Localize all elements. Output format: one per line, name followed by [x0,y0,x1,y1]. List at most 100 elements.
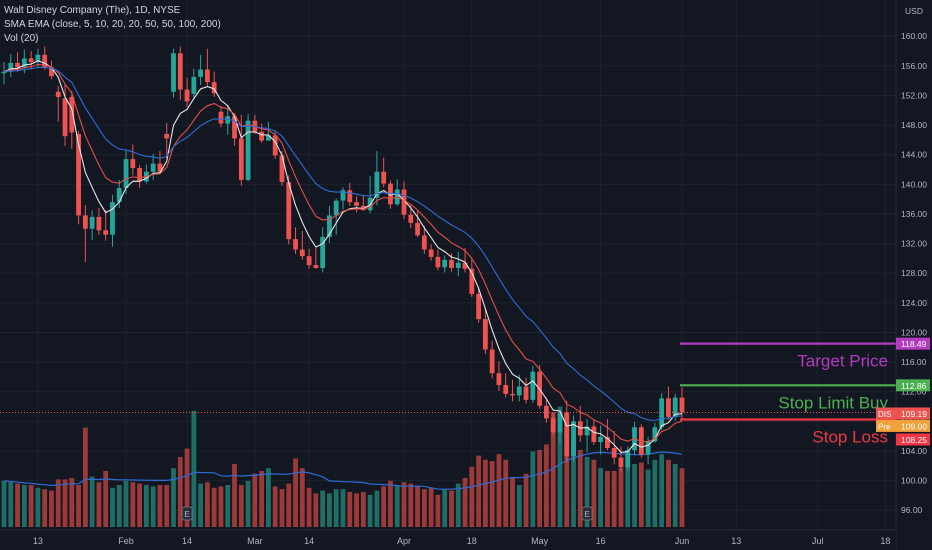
candle-body [591,426,597,443]
candle-body [421,235,427,250]
volume-label[interactable]: Vol (20) [4,33,39,44]
annotation-target: Target Price [797,352,888,371]
volume-bar [8,482,14,527]
volume-bar [103,471,109,527]
candle-body [415,222,420,236]
candle-body [21,58,27,68]
price-tick-label: 124.00 [901,298,927,308]
volume-bar [225,485,231,527]
volume-bar [428,487,434,527]
price-tag-label: 108.25 [901,435,927,445]
volume-bar [388,480,393,527]
candle-body [523,386,529,400]
candle-body [191,76,197,94]
volume-bar [632,464,637,527]
candle-body [550,418,556,433]
candle-body [205,69,210,83]
candle-body [184,89,190,102]
volume-bar [476,455,481,527]
volume-bar [89,476,95,527]
candle-body [449,259,454,269]
volume-bar [618,468,624,527]
candle-body [313,265,319,269]
chart-legend: Walt Disney Company (The), 1D, NYSE SMA … [4,4,221,46]
time-tick-label: 13 [33,536,43,546]
volume-bar [401,482,407,527]
earnings-marker-label: E [584,510,589,519]
candle-body [503,385,509,394]
volume-bar [198,483,204,527]
earnings-marker-label: E [184,510,189,519]
time-axis[interactable]: 13 Feb 14 Mar 14 Apr 18 May 16 Jun 13 Jul 18 [0,529,896,550]
time-tick-label: 18 [467,536,477,546]
time-tick-label: 13 [731,536,741,546]
volume-bar [110,487,115,527]
volume-bar [205,482,210,527]
candle-body [164,133,170,139]
price-tick-label: 96.00 [901,505,923,515]
candle-body [259,131,265,141]
candle-body [408,214,414,223]
volume-bar [21,485,27,527]
price-tag-bg [896,433,930,446]
time-tick-label: 14 [304,536,314,546]
volume-bar [143,485,149,527]
candle-body [110,202,115,235]
currency-label: USD [905,6,923,16]
candle-body [354,202,359,206]
candle-body [516,386,522,396]
candle-body [320,236,326,269]
candle-body [293,239,298,250]
volume-bar [510,478,515,527]
volume-bar [55,479,61,527]
earnings-badge [181,506,193,521]
candle-body [76,133,81,216]
volume-bar [266,468,271,527]
candle-body [49,67,54,77]
annotation-stop_limit: Stop Limit Buy [778,393,888,412]
candle-body [266,135,271,141]
chart-grid [0,0,896,530]
candle-body [605,436,610,448]
candle-body [489,349,495,374]
volume-bar [293,458,298,527]
candle-body [638,427,644,455]
indicator-label[interactable]: SMA EMA (close, 5, 10, 20, 20, 50, 50, 1… [4,19,221,30]
candle-body [82,215,88,229]
candle-body [381,171,387,184]
volume-bar [347,492,353,527]
volume-bar [137,483,142,527]
price-tag-label: 118.49 [901,339,927,349]
volume-bar [557,406,563,527]
price-tick-label: 104.00 [901,446,927,456]
symbol-title[interactable]: Walt Disney Company (The), 1D, NYSE [4,5,181,16]
volume-bar [306,487,312,527]
price-axis[interactable]: USD 160.00 156.00 152.00 148.00 144.00 140.00 1… [876,0,932,550]
candle-body [130,159,136,169]
volume-bar [354,493,359,527]
volume-bar [672,464,678,527]
price-levels [0,342,896,421]
price-tag-symbol-bg [876,407,896,420]
candle-body [428,249,434,257]
volume-bar [35,487,41,527]
candle-body [96,216,102,231]
volume-bar [286,483,292,527]
volume-bar [245,480,251,527]
volume-bar [177,457,183,527]
candle-body [225,116,231,124]
candle-body [8,62,14,72]
candle-body [510,393,515,396]
volume-bar [238,485,244,527]
volume-bars [1,406,685,527]
volume-bar [394,485,400,527]
volume-bar [455,483,461,527]
candle-body [218,111,224,124]
volume-bar [191,410,197,527]
volume-bar [679,468,685,527]
candle-body [571,421,576,457]
volume-bar [327,493,332,527]
volume-bar [537,450,543,527]
